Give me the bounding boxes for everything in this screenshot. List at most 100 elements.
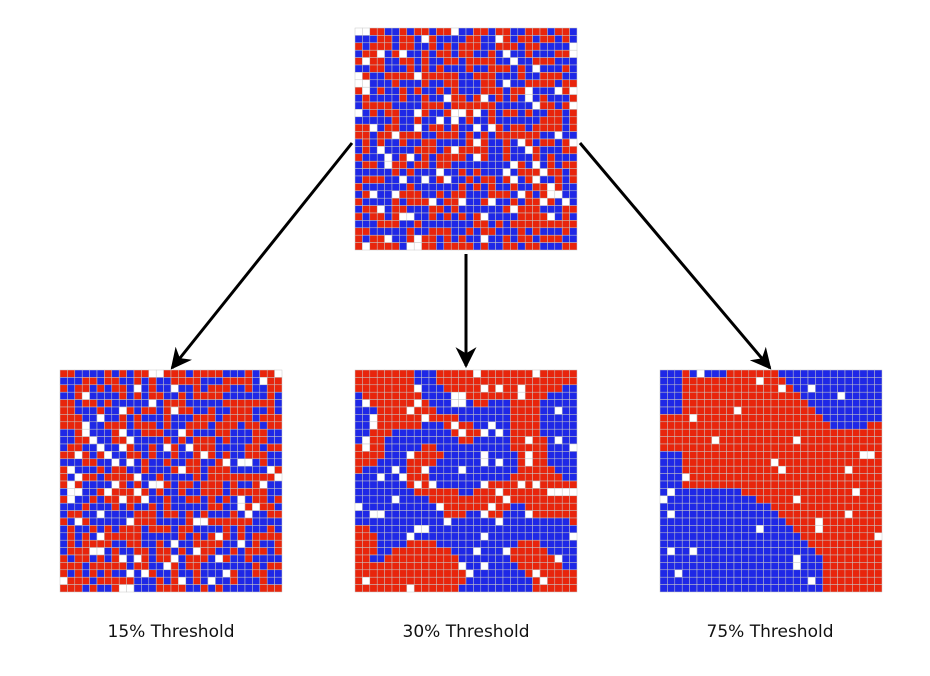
blue-cell [259, 421, 268, 430]
red-cell [532, 212, 541, 221]
red-cell [111, 473, 120, 482]
red-cell [178, 369, 187, 378]
red-cell [874, 539, 883, 548]
red-cell [354, 86, 363, 95]
blue-cell [487, 138, 496, 147]
red-cell [502, 242, 511, 251]
blue-cell [554, 79, 563, 88]
red-cell [785, 458, 794, 467]
red-cell [413, 86, 422, 95]
blue-cell [458, 79, 467, 88]
red-cell [510, 123, 519, 132]
red-cell [155, 539, 164, 548]
red-cell [866, 428, 875, 437]
blue-cell [413, 502, 422, 511]
blue-cell [755, 562, 764, 571]
red-cell [274, 547, 283, 556]
blue-cell [252, 465, 261, 474]
blue-cell [443, 458, 452, 467]
red-cell [859, 576, 868, 585]
red-cell [369, 391, 378, 400]
red-cell [792, 458, 801, 467]
red-cell [89, 562, 98, 571]
blue-cell [89, 465, 98, 474]
empty-cell [406, 212, 415, 221]
red-cell [874, 547, 883, 556]
red-cell [502, 384, 511, 393]
blue-cell [436, 517, 445, 526]
red-cell [532, 168, 541, 177]
blue-cell [539, 242, 548, 251]
blue-cell [200, 384, 209, 393]
blue-cell [487, 131, 496, 140]
blue-cell [473, 517, 482, 526]
red-cell [450, 242, 459, 251]
red-cell [681, 399, 690, 408]
blue-cell [755, 569, 764, 578]
red-cell [510, 197, 519, 206]
empty-cell [266, 465, 275, 474]
blue-cell [155, 443, 164, 452]
blue-cell [659, 539, 668, 548]
red-cell [421, 458, 430, 467]
blue-cell [681, 525, 690, 534]
blue-cell [718, 562, 727, 571]
blue-cell [421, 436, 430, 445]
blue-cell [561, 131, 570, 140]
red-cell [561, 576, 570, 585]
blue-cell [229, 465, 238, 474]
blue-cell [436, 42, 445, 51]
blue-cell [815, 377, 824, 386]
blue-cell [524, 532, 533, 541]
blue-cell [487, 569, 496, 578]
blue-cell [844, 384, 853, 393]
red-cell [428, 562, 437, 571]
red-cell [369, 562, 378, 571]
blue-cell [178, 451, 187, 460]
blue-cell [681, 502, 690, 511]
red-cell [829, 569, 838, 578]
blue-cell [266, 488, 275, 497]
red-cell [207, 473, 216, 482]
blue-cell [67, 391, 76, 400]
blue-cell [659, 554, 668, 563]
blue-cell [532, 49, 541, 58]
blue-cell [391, 428, 400, 437]
red-cell [837, 576, 846, 585]
blue-cell [829, 399, 838, 408]
blue-cell [406, 86, 415, 95]
blue-cell [354, 101, 363, 110]
red-cell [259, 495, 268, 504]
blue-cell [822, 369, 831, 378]
blue-cell [376, 458, 385, 467]
red-cell [376, 138, 385, 147]
red-cell [517, 414, 526, 423]
empty-cell [362, 27, 371, 36]
red-cell [547, 116, 556, 125]
blue-cell [222, 539, 231, 548]
red-cell [778, 495, 787, 504]
blue-cell [517, 57, 526, 66]
red-cell [266, 369, 275, 378]
red-cell [178, 480, 187, 489]
red-cell [517, 123, 526, 132]
red-cell [362, 160, 371, 169]
red-cell [421, 451, 430, 460]
blue-cell [711, 488, 720, 497]
red-cell [266, 562, 275, 571]
blue-cell [859, 384, 868, 393]
blue-cell [822, 414, 831, 423]
blue-cell [770, 569, 779, 578]
blue-cell [399, 116, 408, 125]
red-cell [495, 480, 504, 489]
blue-cell [517, 502, 526, 511]
blue-cell [510, 451, 519, 460]
blue-cell [547, 406, 556, 415]
blue-cell [74, 377, 83, 386]
blue-cell [81, 488, 90, 497]
red-cell [362, 584, 371, 593]
blue-cell [170, 428, 179, 437]
blue-cell [96, 369, 105, 378]
blue-cell [443, 101, 452, 110]
red-cell [111, 495, 120, 504]
